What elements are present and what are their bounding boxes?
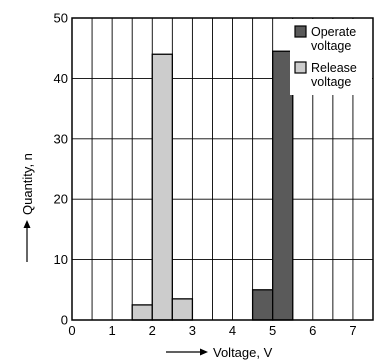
plot-frame	[71, 17, 374, 321]
histogram-bar	[131, 304, 153, 321]
y-axis-label: Quantity, n	[20, 153, 35, 215]
legend-label: voltage	[311, 75, 351, 89]
x-axis-label: Voltage, V	[213, 345, 273, 360]
x-axis-title: Voltage, V	[166, 345, 273, 360]
x-tick-label: 2	[149, 323, 156, 338]
x-tick-label: 0	[68, 323, 75, 338]
x-tick-label: 1	[109, 323, 116, 338]
y-axis-title: Quantity, n	[20, 153, 35, 262]
x-tick-label: 3	[189, 323, 196, 338]
y-tick-label: 40	[54, 71, 68, 86]
x-tick-labels: 0 1 2 3 4 5 6 7	[68, 323, 356, 338]
legend-label: Operate	[311, 25, 356, 39]
bars	[131, 50, 294, 321]
legend-swatch	[294, 25, 307, 38]
legend-swatch	[294, 61, 307, 74]
y-tick-labels: 0 10 20 30 40 50	[54, 11, 68, 328]
y-tick-label: 20	[54, 192, 68, 207]
histogram-bar	[272, 50, 294, 321]
y-tick-label: 30	[54, 131, 68, 146]
histogram-bar	[251, 289, 274, 321]
histogram-bar	[151, 53, 173, 321]
x-tick-label: 6	[309, 323, 316, 338]
y-axis-arrow-head	[23, 220, 31, 228]
y-tick-label: 50	[54, 11, 68, 26]
y-tick-label: 10	[54, 252, 68, 267]
legend-label: voltage	[311, 39, 351, 53]
x-tick-label: 5	[269, 323, 276, 338]
y-tick-label: 0	[61, 313, 68, 328]
legend-label: Release	[311, 61, 357, 75]
x-tick-label: 7	[349, 323, 356, 338]
x-tick-label: 4	[229, 323, 236, 338]
histogram-bar	[171, 298, 194, 321]
x-axis-arrow-head	[200, 348, 208, 356]
